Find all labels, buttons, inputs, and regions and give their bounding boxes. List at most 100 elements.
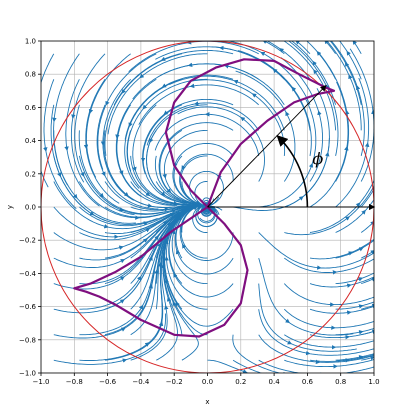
stream-arrow-147 <box>358 277 364 282</box>
x-tick-label-0: −1.0 <box>33 378 50 386</box>
stream-arrow-52 <box>88 108 94 114</box>
stream-arrow-96 <box>175 249 181 255</box>
x-tick-label-2: −0.6 <box>99 378 117 386</box>
streamline-117 <box>284 359 374 368</box>
stream-arrow-148 <box>358 247 364 252</box>
x-tick-label-7: 0.4 <box>269 378 281 386</box>
stream-arrow-95 <box>173 272 178 278</box>
stream-arrow-123 <box>344 216 350 221</box>
streamline-144 <box>335 327 374 336</box>
stream-arrow-167 <box>344 61 350 67</box>
stream-arrow-10 <box>72 193 78 199</box>
x-tick-label-4: −0.2 <box>166 378 183 386</box>
stream-arrow-126 <box>251 93 257 98</box>
stream-arrow-65 <box>105 100 110 106</box>
stream-arrow-42 <box>157 242 162 248</box>
stream-arrow-127 <box>233 79 239 85</box>
stream-arrow-37 <box>101 171 106 177</box>
stream-arrow-2 <box>120 327 126 332</box>
stream-arrow-50 <box>119 170 124 176</box>
y-tick-label-7: 0.4 <box>25 137 37 145</box>
stream-arrow-53 <box>166 296 172 302</box>
stream-arrow-92 <box>265 372 271 373</box>
stream-arrow-125 <box>285 111 290 117</box>
y-tick-label-3: −0.4 <box>19 270 37 278</box>
streamline-133 <box>309 276 374 288</box>
stream-arrow-84 <box>211 205 217 211</box>
y-tick-label-4: −0.2 <box>19 237 36 245</box>
axis-ticks: −1.0 −0.8 −0.6 −0.4 −0.2 0.0 0.2 0.4 0.6 0.8 1.0 −1… <box>19 38 380 387</box>
stream-arrow-33 <box>171 208 177 214</box>
stream-arrow-63 <box>132 166 137 172</box>
phi-label: ϕ <box>312 149 323 168</box>
stream-arrow-18 <box>142 238 148 243</box>
stream-arrow-30 <box>154 235 159 241</box>
stream-arrow-169 <box>352 41 358 46</box>
x-tick-label-1: −0.8 <box>66 378 83 386</box>
stream-arrow-19 <box>145 228 151 233</box>
angle-arc <box>276 135 309 208</box>
x-tick-label-9: 0.8 <box>335 378 346 386</box>
stream-arrow-36 <box>123 192 129 197</box>
stream-arrow-161 <box>370 250 374 255</box>
stream-arrow-6 <box>118 245 124 250</box>
stream-arrow-140 <box>272 68 278 74</box>
streamline-109 <box>258 232 374 269</box>
stream-arrow-89 <box>149 138 154 144</box>
stream-arrow-165 <box>355 85 361 91</box>
y-tick-label-10: 1.0 <box>25 38 36 46</box>
stream-arrow-91 <box>139 73 145 79</box>
stream-arrow-109 <box>285 318 290 324</box>
stream-arrow-79 <box>242 369 248 373</box>
stream-arrow-8 <box>103 224 109 229</box>
stream-arrow-99 <box>181 165 186 171</box>
stream-arrow-156 <box>324 41 329 45</box>
stream-arrow-31 <box>162 220 168 226</box>
stream-arrow-157 <box>370 355 374 361</box>
stream-arrow-77 <box>128 122 133 128</box>
y-tick-label-0: −1.0 <box>19 370 36 378</box>
y-tick-label-1: −0.8 <box>19 336 36 344</box>
stream-arrow-103 <box>161 83 167 88</box>
y-tick-label-5: 0.0 <box>25 204 36 212</box>
stream-arrow-141 <box>260 51 266 57</box>
stream-arrow-108 <box>287 340 293 345</box>
y-tick-label-8: 0.6 <box>25 104 37 112</box>
stream-arrow-22 <box>119 207 125 212</box>
stream-arrow-142 <box>279 48 285 53</box>
stream-arrow-128 <box>224 64 229 69</box>
stream-arrow-153 <box>313 69 318 75</box>
y-tick-label-9: 0.8 <box>25 71 36 79</box>
y-axis-label: y <box>6 205 14 209</box>
stream-arrow-1 <box>122 358 128 363</box>
stream-arrow-155 <box>316 50 322 56</box>
x-tick-label-5: 0.0 <box>202 378 213 386</box>
stream-arrow-16 <box>136 275 142 281</box>
streamline-91 <box>232 359 263 373</box>
x-axis-label: x <box>205 398 209 406</box>
streamline-92 <box>232 334 282 373</box>
stream-arrow-28 <box>148 283 153 289</box>
stream-arrow-97 <box>182 243 187 249</box>
stream-arrow-139 <box>291 86 297 92</box>
stream-arrow-43 <box>166 222 172 227</box>
stream-arrow-14 <box>144 342 150 347</box>
stream-arrow-149 <box>361 209 366 215</box>
stream-arrow-112 <box>240 116 246 122</box>
x-tick-label-3: −0.4 <box>132 378 150 386</box>
stream-arrow-143 <box>295 41 301 45</box>
x-tick-label-6: 0.2 <box>235 378 246 386</box>
stream-arrow-94 <box>175 301 180 307</box>
streamline-143 <box>335 353 374 361</box>
stream-arrow-166 <box>348 74 353 80</box>
x-tick-label-10: 1.0 <box>368 378 379 386</box>
stream-arrow-90 <box>142 104 148 110</box>
stream-arrow-29 <box>148 255 153 261</box>
stream-arrow-11 <box>57 172 62 178</box>
stream-arrow-104 <box>160 56 166 61</box>
annotation-arrow-0 <box>207 84 327 208</box>
stream-arrow-138 <box>317 110 322 116</box>
stream-arrow-23 <box>99 192 104 198</box>
streamline-164 <box>330 41 365 156</box>
